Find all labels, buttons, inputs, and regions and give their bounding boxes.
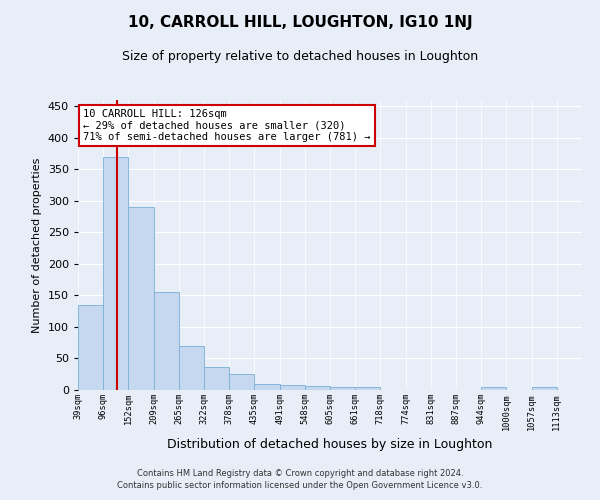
Bar [254,384,280,390]
Text: Contains HM Land Registry data © Crown copyright and database right 2024.
Contai: Contains HM Land Registry data © Crown c… [118,468,482,490]
Bar [280,385,305,390]
Text: Size of property relative to detached houses in Loughton: Size of property relative to detached ho… [122,50,478,63]
Bar [305,386,330,390]
Bar [204,366,229,390]
Bar [103,156,128,390]
Y-axis label: Number of detached properties: Number of detached properties [32,158,42,332]
Bar [128,207,154,390]
Bar [532,388,557,390]
X-axis label: Distribution of detached houses by size in Loughton: Distribution of detached houses by size … [167,438,493,451]
Text: 10, CARROLL HILL, LOUGHTON, IG10 1NJ: 10, CARROLL HILL, LOUGHTON, IG10 1NJ [128,15,472,30]
Bar [330,388,355,390]
Bar [481,388,506,390]
Text: 10 CARROLL HILL: 126sqm
← 29% of detached houses are smaller (320)
71% of semi-d: 10 CARROLL HILL: 126sqm ← 29% of detache… [83,108,371,142]
Bar [229,374,254,390]
Bar [154,292,179,390]
Bar [78,305,103,390]
Bar [179,346,204,390]
Bar [355,387,380,390]
